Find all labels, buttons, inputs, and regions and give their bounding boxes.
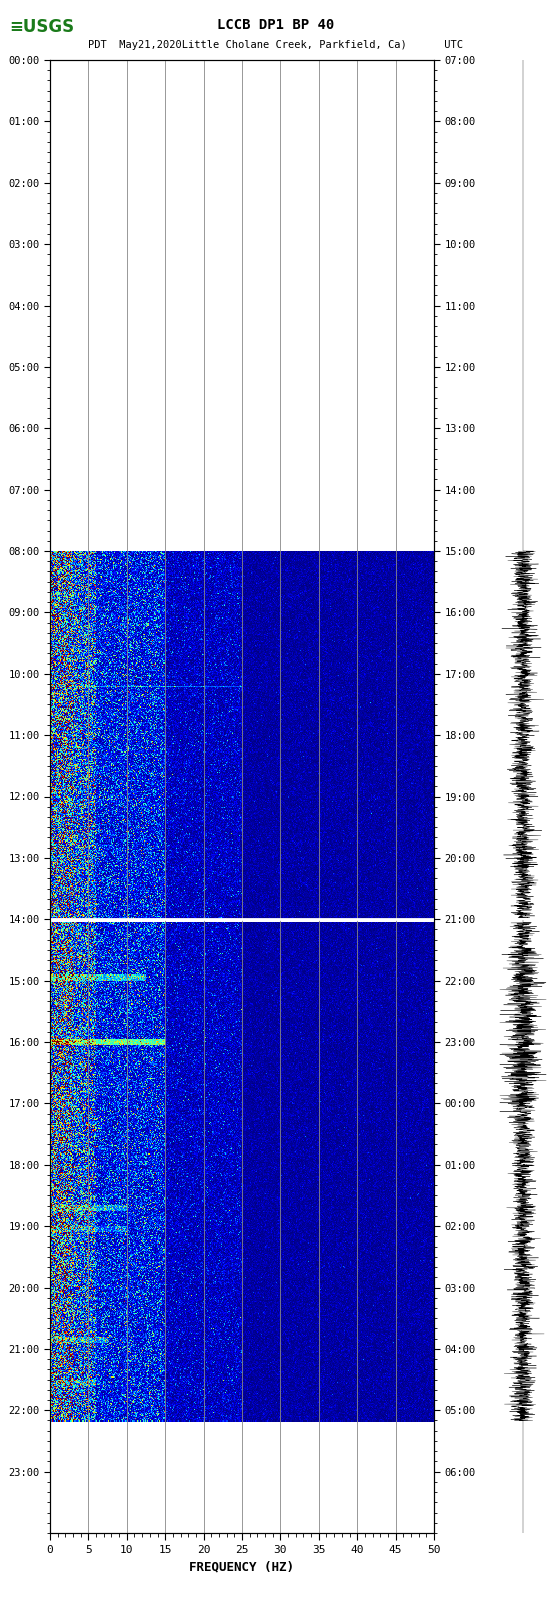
Text: PDT  May21,2020Little Cholane Creek, Parkfield, Ca)      UTC: PDT May21,2020Little Cholane Creek, Park… <box>88 40 464 50</box>
X-axis label: FREQUENCY (HZ): FREQUENCY (HZ) <box>189 1560 295 1573</box>
Text: LCCB DP1 BP 40: LCCB DP1 BP 40 <box>217 18 335 32</box>
Text: ≡USGS: ≡USGS <box>10 18 75 35</box>
